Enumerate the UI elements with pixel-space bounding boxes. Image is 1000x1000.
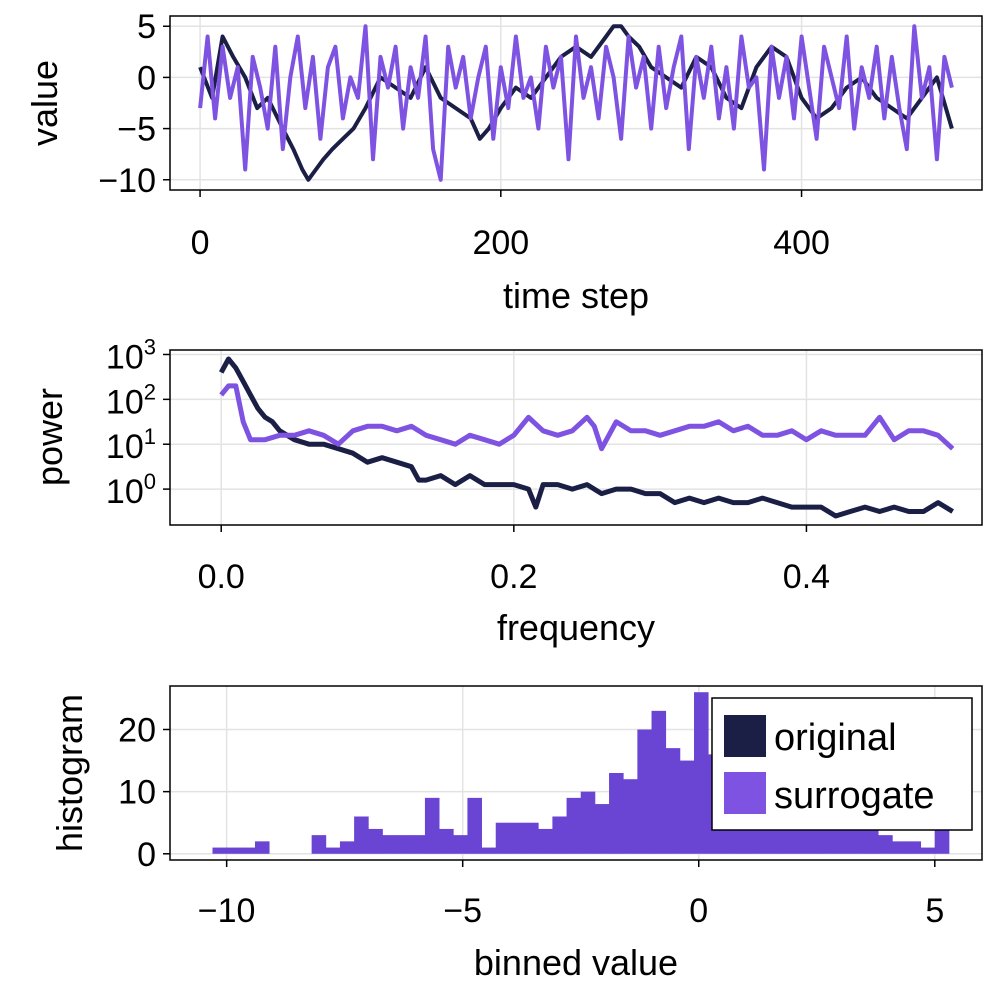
histogram-bar [396,835,412,854]
power-spectrum-ytick-label: 101 [106,424,156,466]
power-spectrum-ylabel: power [29,388,70,486]
histogram-frame [169,685,983,861]
time-series-frame [169,15,983,191]
time-series-ytick-label: 0 [137,59,156,97]
histogram-panel: −10 −5 0 5 0 10 20 binned value histogram ori… [49,685,983,983]
power-spectrum-ytick-label: 103 [106,334,156,376]
time-series-ylabel: value [24,60,65,146]
histogram-bar [566,797,582,854]
histogram-bar [609,773,624,854]
histogram-bar [495,822,511,854]
histogram-bar [594,804,610,854]
time-series-line-original [198,24,954,182]
histogram-xlabel: binned value [474,942,678,983]
histogram-xtick-label: −10 [198,892,256,930]
histogram-xtick-label: 0 [689,892,708,930]
power-spectrum-xtick-label: 0.2 [490,558,537,596]
time-series-line-surrogate [198,24,954,182]
time-series-panel: 0 200 400 5 0 −5 −10 time step value [24,8,983,316]
power-spectrum-xlabel: frequency [497,607,655,648]
histogram-bar [339,841,355,854]
histogram-bar [623,779,638,854]
histogram-bar [580,791,596,854]
histogram-bar [410,835,426,854]
histogram-bar [368,828,383,854]
histogram-bar [325,847,341,854]
histogram-bar [651,710,667,854]
legend-swatch-surrogate [724,772,766,814]
histogram-bar [665,748,681,854]
histogram-xtick-label: 5 [925,892,944,930]
histogram-bar [538,828,553,854]
histogram-bar [226,847,242,854]
histogram-bar [637,729,652,854]
histogram-bar [382,835,397,854]
histogram-bar [354,816,369,854]
histogram-bar [240,847,256,854]
legend-label-surrogate: surrogate [774,775,935,817]
histogram-bar [311,835,327,854]
power-spectrum-xtick-label: 0.0 [198,558,245,596]
power-spectrum-line-original [219,356,955,519]
histogram-bar [892,841,907,854]
time-series-xtick-label: 0 [191,224,210,262]
histogram-bar [424,797,440,854]
histogram-bar [254,841,270,854]
legend-swatch-original [724,715,766,757]
histogram-bar [552,816,567,854]
histogram-bar [878,835,893,854]
histogram-ytick-label: 0 [137,836,156,874]
time-series-xlabel: time step [503,275,649,316]
histogram-bar [439,828,454,854]
histogram-bar [906,841,922,854]
histogram-bar [509,822,525,854]
histogram-xtick-label: −5 [443,892,482,930]
power-spectrum-xtick-label: 0.4 [783,558,830,596]
histogram-bar [453,835,468,854]
power-spectrum-line-surrogate [219,383,955,452]
histogram-bar [920,847,936,854]
histogram-bar [212,847,228,854]
legend-label-original: original [774,717,897,759]
histogram-bar [679,760,695,854]
histogram-bar [694,692,709,854]
histogram-bar [524,822,539,854]
time-series-xtick-label: 400 [773,224,830,262]
time-series-ytick-label: −5 [117,111,156,149]
histogram-bar [481,847,497,854]
time-series-ytick-label: −10 [98,162,156,200]
legend: original surrogate [711,697,973,831]
histogram-bar [467,797,482,854]
histogram-ytick-label: 20 [118,712,156,750]
power-spectrum-ytick-label: 100 [106,469,156,511]
power-spectrum-frame [169,349,983,526]
time-series-ytick-label: 5 [137,8,156,46]
time-series-xtick-label: 200 [472,224,529,262]
histogram-ytick-label: 10 [118,774,156,812]
power-spectrum-ytick-label: 102 [106,379,156,421]
histogram-ylabel: histogram [49,694,90,852]
